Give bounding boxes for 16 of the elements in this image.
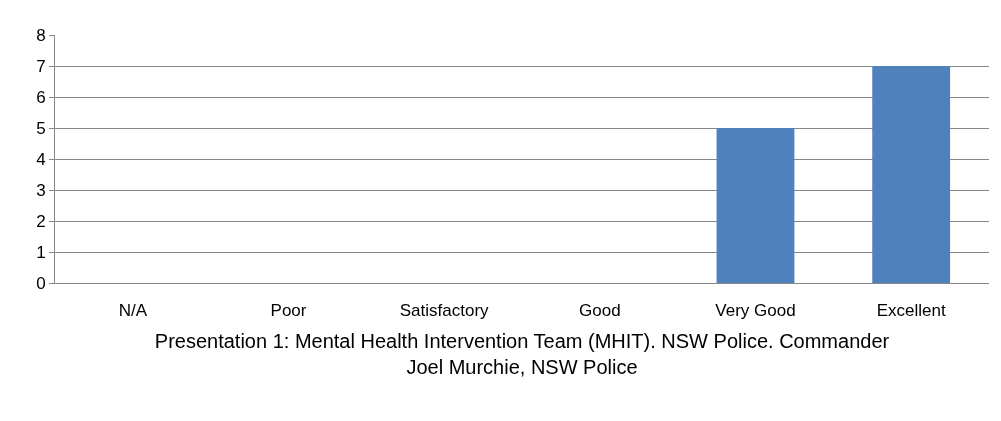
x-tick-label: N/A [118,301,148,321]
y-tick-label: 4 [36,149,46,169]
x-tick-label: Satisfactory [399,301,490,321]
y-tick-label: 6 [36,87,46,107]
y-tick-label: 3 [36,180,46,200]
y-tick-label: 5 [36,118,46,138]
x-axis-title: Presentation 1: Mental Health Intervention Team (MHIT). NSW Police. Commander Joel Murchie, NSW Police [154,329,890,378]
x-tick-label: Excellent [876,301,946,321]
y-tick-label: 0 [36,273,46,293]
y-tick-label: 2 [36,211,46,231]
x-tick-label: Very Good [715,301,796,321]
y-tick-label: 1 [36,242,46,262]
y-tick-label: 8 [36,25,46,45]
y-tick-label: 7 [36,56,46,76]
x-tick-label: Poor [270,301,307,321]
x-tick-label: Good [579,301,621,321]
